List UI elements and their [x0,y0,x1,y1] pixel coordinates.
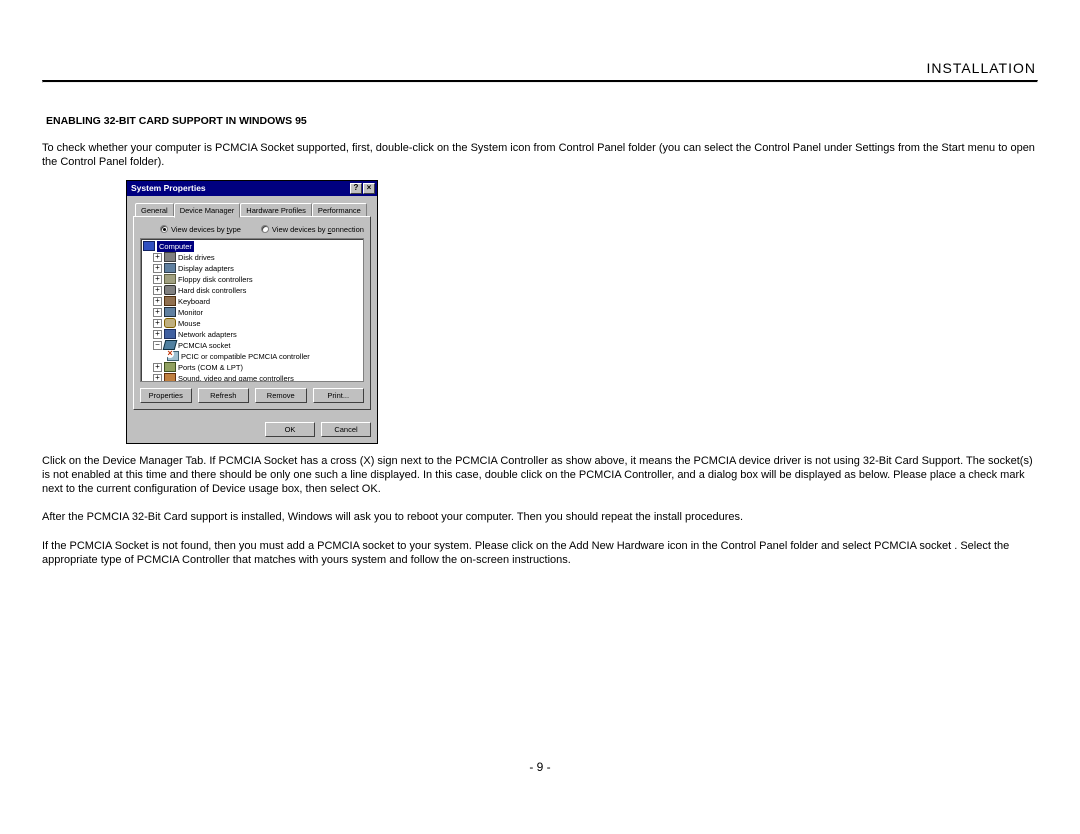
keyboard-icon [164,296,176,306]
expand-icon[interactable]: + [153,275,162,284]
expand-icon[interactable]: + [153,319,162,328]
tree-label: Floppy disk controllers [178,274,253,285]
tree-label: Display adapters [178,263,234,274]
network-icon [164,329,176,339]
tree-item-disk-drives[interactable]: + Disk drives [143,252,361,263]
expand-icon[interactable]: + [153,264,162,273]
help-button[interactable]: ? [350,183,362,194]
radio-label: View devices by connection [272,225,364,234]
radio-dot-icon [261,225,269,233]
tree-item-keyboard[interactable]: + Keyboard [143,296,361,307]
paragraph-4: If the PCMCIA Socket is not found, then … [42,539,1038,568]
properties-button[interactable]: Properties [140,388,192,403]
computer-icon [143,241,155,251]
expand-icon[interactable]: + [153,253,162,262]
remove-button[interactable]: Remove [255,388,307,403]
radio-view-by-type[interactable]: View devices by type [160,225,241,234]
expand-icon[interactable]: + [153,363,162,372]
tab-hardware-profiles[interactable]: Hardware Profiles [240,203,312,217]
cancel-button[interactable]: Cancel [321,422,371,437]
header-rule [42,80,1038,83]
tree-label: Disk drives [178,252,215,263]
tab-panel: View devices by type View devices by con… [133,216,371,410]
tree-label: Monitor [178,307,203,318]
sound-icon [164,373,176,382]
floppy-icon [164,274,176,284]
paragraph-1: To check whether your computer is PCMCIA… [42,141,1038,170]
tree-label: PCMCIA socket [178,340,231,351]
close-button[interactable]: × [363,183,375,194]
hdd-icon [164,285,176,295]
tree-item-network[interactable]: + Network adapters [143,329,361,340]
tree-item-sound[interactable]: + Sound, video and game controllers [143,373,361,382]
tree-item-mouse[interactable]: + Mouse [143,318,361,329]
device-tree[interactable]: Computer +Disk drives +Display adapters … [140,238,364,382]
ok-button[interactable]: OK [265,422,315,437]
expand-icon[interactable]: + [153,308,162,317]
tab-device-manager[interactable]: Device Manager [174,203,241,218]
tab-performance[interactable]: Performance [312,203,367,217]
tree-label: Hard disk controllers [178,285,246,296]
tree-item-monitor[interactable]: + Monitor [143,307,361,318]
paragraph-2: Click on the Device Manager Tab. If PCMC… [42,454,1038,497]
tree-label: Mouse [178,318,201,329]
tab-general[interactable]: General [135,203,174,217]
tree-label: Keyboard [178,296,210,307]
system-properties-dialog: System Properties ? × General Device Man… [126,180,378,444]
refresh-button[interactable]: Refresh [198,388,250,403]
page-number: - 9 - [0,760,1080,774]
tree-item-pcic-controller[interactable]: PCIC or compatible PCMCIA controller [143,351,361,362]
dialog-titlebar: System Properties ? × [127,181,377,196]
expand-icon[interactable]: + [153,286,162,295]
tree-item-ports[interactable]: + Ports (COM & LPT) [143,362,361,373]
paragraph-3: After the PCMCIA 32-Bit Card support is … [42,510,1038,524]
radio-label: View devices by type [171,225,241,234]
tree-item-floppy[interactable]: + Floppy disk controllers [143,274,361,285]
tree-label: Sound, video and game controllers [178,373,294,382]
radio-view-by-connection[interactable]: View devices by connection [261,225,364,234]
section-heading: ENABLING 32-BIT CARD SUPPORT IN WINDOWS … [42,115,1038,127]
dialog-title: System Properties [131,183,349,193]
mouse-icon [164,318,176,328]
ports-icon [164,362,176,372]
tree-label: Network adapters [178,329,237,340]
expand-icon[interactable]: + [153,297,162,306]
expand-icon[interactable]: + [153,374,162,382]
tree-root[interactable]: Computer [143,241,361,252]
page-header-title: INSTALLATION [42,60,1038,76]
expand-icon[interactable]: + [153,330,162,339]
display-icon [164,263,176,273]
tree-label: PCIC or compatible PCMCIA controller [181,351,310,362]
pcmcia-error-icon [167,351,179,361]
radio-dot-icon [160,225,168,233]
disk-icon [164,252,176,262]
tree-label: Ports (COM & LPT) [178,362,243,373]
tree-label: Computer [157,241,194,252]
monitor-icon [164,307,176,317]
tree-item-display-adapters[interactable]: + Display adapters [143,263,361,274]
tab-strip: General Device Manager Hardware Profiles… [133,203,371,217]
tree-item-pcmcia-socket[interactable]: − PCMCIA socket [143,340,361,351]
collapse-icon[interactable]: − [153,341,162,350]
print-button[interactable]: Print... [313,388,365,403]
tree-item-hdd[interactable]: + Hard disk controllers [143,285,361,296]
